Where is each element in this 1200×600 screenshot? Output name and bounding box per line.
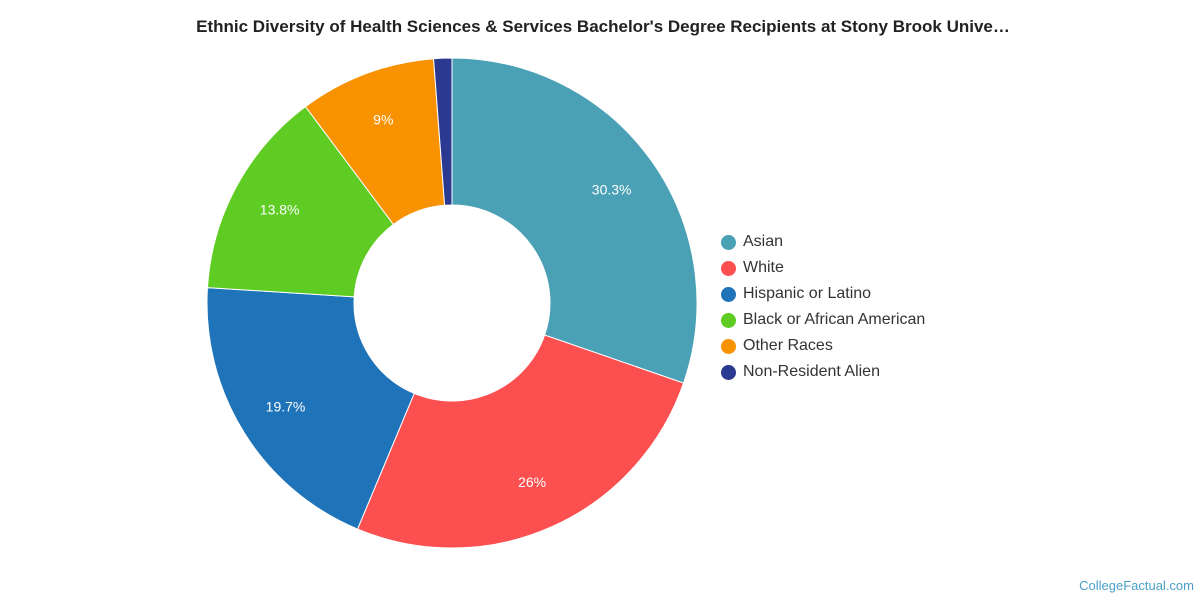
chart-title: Ethnic Diversity of Health Sciences & Se…	[196, 17, 1010, 36]
legend-swatch	[721, 338, 736, 354]
legend-label: Black or African American	[743, 311, 926, 328]
legend-label: Non-Resident Alien	[743, 363, 880, 380]
slice-label: 26%	[518, 474, 546, 490]
slice-labels: 30.3% 26% 19.7% 13.8% 9%	[260, 111, 632, 489]
donut-slices	[206, 57, 698, 549]
slice-white[interactable]	[356, 334, 685, 549]
slice-label: 9%	[373, 111, 393, 127]
legend-swatch	[721, 234, 736, 250]
chart-legend: Asian White Hispanic or Latino Black or Afr…	[721, 229, 925, 385]
legend-label: Asian	[743, 233, 784, 250]
legend-item[interactable]: Other Races	[721, 333, 925, 359]
slice-hispanic-or-latino[interactable]	[206, 287, 415, 530]
legend-item[interactable]: Hispanic or Latino	[721, 281, 925, 307]
legend-swatch	[721, 286, 736, 302]
slice-black-or-african-american[interactable]	[206, 105, 395, 298]
legend-item[interactable]: Asian	[721, 229, 925, 255]
slice-non-resident-alien[interactable]	[433, 57, 453, 206]
legend-swatch	[721, 260, 736, 276]
legend-swatch	[721, 312, 736, 328]
legend-label: White	[743, 259, 784, 276]
slice-asian[interactable]	[451, 57, 698, 384]
legend-item[interactable]: Black or African American	[721, 307, 925, 333]
slice-label: 13.8%	[260, 202, 300, 218]
legend-swatch	[721, 364, 736, 380]
legend-label: Other Races	[743, 337, 833, 354]
legend-item[interactable]: White	[721, 255, 925, 281]
slice-label: 30.3%	[592, 181, 632, 197]
slice-label: 19.7%	[266, 398, 306, 414]
source-credit[interactable]: CollegeFactual.com	[1079, 578, 1194, 593]
legend-item[interactable]: Non-Resident Alien	[721, 359, 925, 385]
legend-label: Hispanic or Latino	[743, 285, 872, 302]
